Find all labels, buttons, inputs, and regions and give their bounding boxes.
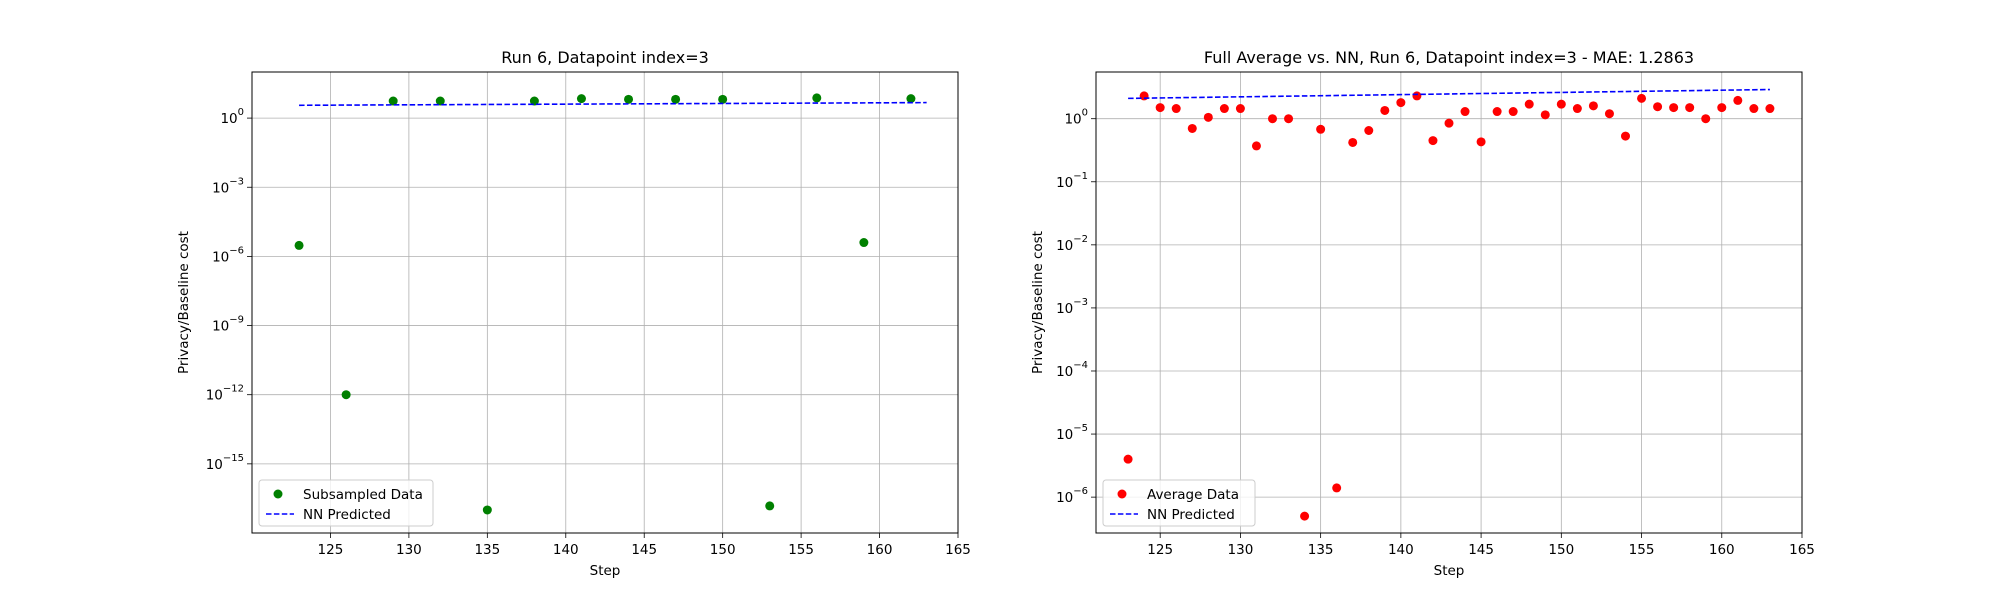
- data-point-subsampled-data: [294, 240, 304, 250]
- x-tick-label: 125: [1147, 542, 1173, 558]
- series-line-nn-predicted: [299, 101, 927, 107]
- data-point-average-data: [1380, 105, 1390, 115]
- data-point-average-data: [1653, 102, 1663, 112]
- data-point-average-data: [1348, 137, 1358, 147]
- data-point-average-data: [1203, 112, 1213, 122]
- data-point-subsampled-data: [388, 96, 398, 106]
- data-point-subsampled-data: [765, 501, 775, 511]
- chart-left-y-axis-label: Privacy/Baseline cost: [176, 231, 192, 374]
- x-tick-label: 130: [396, 542, 422, 558]
- data-point-subsampled-data: [624, 94, 634, 104]
- chart-left-legend-label-nn-predicted: NN Predicted: [303, 507, 391, 523]
- data-point-average-data: [1139, 91, 1149, 101]
- data-point-average-data: [1685, 103, 1695, 113]
- data-point-subsampled-data: [482, 505, 492, 515]
- data-point-average-data: [1669, 103, 1679, 113]
- series-line-nn-predicted: [1128, 88, 1770, 100]
- chart-left: 125 130 135 140 145 150 155 160 165 10010−310−61…: [176, 48, 971, 579]
- data-point-average-data: [1604, 109, 1614, 119]
- data-point-average-data: [1123, 454, 1133, 464]
- data-point-subsampled-data: [812, 93, 822, 103]
- chart-right-legend-box: [1102, 479, 1256, 527]
- data-point-average-data: [1219, 104, 1229, 114]
- data-point-average-data: [1588, 101, 1598, 111]
- data-point-subsampled-data: [671, 94, 681, 104]
- data-point-average-data: [1556, 99, 1566, 109]
- chart-right-y-axis-label: Privacy/Baseline cost: [1030, 231, 1046, 374]
- data-point-average-data: [1492, 107, 1502, 117]
- x-tick-label: 160: [867, 542, 893, 558]
- x-tick-label: 145: [1468, 542, 1494, 558]
- data-point-subsampled-data: [859, 238, 869, 248]
- x-tick-label: 155: [1629, 542, 1655, 558]
- chart-right-frame: [1095, 71, 1803, 534]
- chart-right-x-axis-label: Step: [1434, 563, 1465, 579]
- chart-right-x-axis: 125 130 135 140 145 150 155 160 165: [1147, 533, 1815, 558]
- data-point-average-data: [1412, 91, 1422, 101]
- data-point-average-data: [1524, 99, 1534, 109]
- data-point-average-data: [1155, 103, 1165, 113]
- data-point-subsampled-data: [341, 390, 351, 400]
- data-point-average-data: [1364, 125, 1374, 135]
- x-tick-label: 155: [788, 542, 814, 558]
- data-point-average-data: [1572, 104, 1582, 114]
- chart-left-legend-label-subsampled-data: Subsampled Data: [303, 487, 423, 503]
- data-point-subsampled-data: [435, 96, 445, 106]
- data-point-average-data: [1476, 137, 1486, 147]
- data-point-average-data: [1235, 104, 1245, 114]
- chart-right-legend-label-nn-predicted: NN Predicted: [1147, 507, 1235, 523]
- chart-left-frame: [251, 71, 959, 534]
- chart-right-legend: Average Data NN Predicted: [1102, 479, 1256, 527]
- data-point-average-data: [1765, 104, 1775, 114]
- data-point-average-data: [1701, 114, 1711, 124]
- data-point-average-data: [1444, 118, 1454, 128]
- data-point-average-data: [1428, 136, 1438, 146]
- data-point-average-data: [1717, 103, 1727, 113]
- x-tick-label: 160: [1709, 542, 1735, 558]
- data-point-subsampled-data: [906, 94, 916, 104]
- x-tick-label: 165: [1789, 542, 1815, 558]
- data-point-average-data: [1749, 104, 1759, 114]
- chart-left-legend: Subsampled Data NN Predicted: [258, 479, 434, 527]
- x-tick-label: 145: [631, 542, 657, 558]
- x-tick-label: 150: [1548, 542, 1574, 558]
- chart-right-title: Full Average vs. NN, Run 6, Datapoint in…: [1204, 48, 1694, 67]
- data-point-average-data: [1332, 483, 1342, 493]
- x-tick-label: 140: [1388, 542, 1414, 558]
- data-point-subsampled-data: [529, 96, 539, 106]
- data-point-subsampled-data: [576, 94, 586, 104]
- chart-left-x-axis-label: Step: [590, 563, 621, 579]
- x-tick-label: 140: [553, 542, 579, 558]
- data-point-average-data: [1540, 110, 1550, 120]
- x-tick-label: 150: [710, 542, 736, 558]
- data-point-average-data: [1171, 104, 1181, 114]
- chart-left-legend-marker-subsampled-data: [273, 489, 283, 499]
- x-tick-label: 135: [1308, 542, 1334, 558]
- data-point-average-data: [1268, 114, 1277, 124]
- x-tick-label: 135: [474, 542, 500, 558]
- data-point-subsampled-data: [718, 94, 728, 104]
- chart-right-plot-area: [1123, 88, 1775, 521]
- data-point-average-data: [1300, 511, 1310, 521]
- data-point-average-data: [1284, 114, 1294, 124]
- chart-left-legend-box: [258, 479, 434, 527]
- data-point-average-data: [1733, 95, 1743, 105]
- x-tick-label: 130: [1228, 542, 1254, 558]
- chart-right-legend-marker-average-data: [1117, 489, 1127, 499]
- data-point-average-data: [1396, 98, 1406, 108]
- chart-left-x-axis: 125 130 135 140 145 150 155 160 165: [318, 533, 971, 558]
- x-tick-label: 125: [318, 542, 344, 558]
- data-point-average-data: [1637, 93, 1647, 103]
- data-point-average-data: [1508, 107, 1518, 117]
- x-tick-label: 165: [945, 542, 971, 558]
- data-point-average-data: [1187, 123, 1197, 133]
- chart-left-title: Run 6, Datapoint index=3: [501, 48, 709, 67]
- data-point-average-data: [1621, 131, 1630, 141]
- data-point-average-data: [1251, 141, 1261, 151]
- data-point-average-data: [1316, 124, 1326, 134]
- data-point-average-data: [1460, 107, 1470, 117]
- chart-left-plot-area: [294, 93, 927, 515]
- chart-right-legend-label-average-data: Average Data: [1147, 487, 1239, 503]
